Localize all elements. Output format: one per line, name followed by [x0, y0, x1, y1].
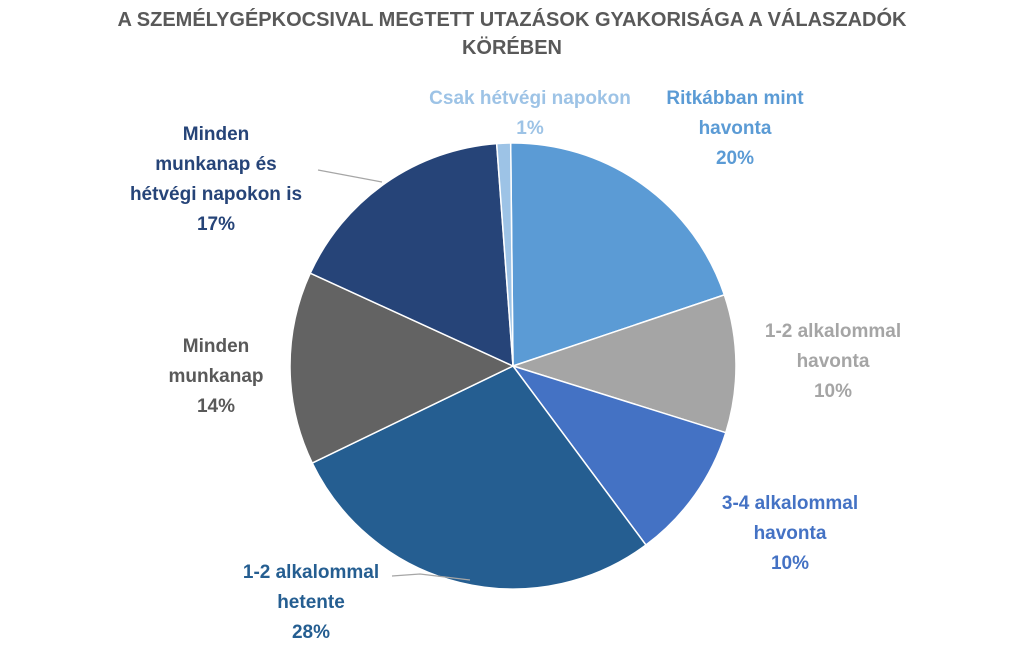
pie-slice: [509, 142, 726, 368]
slice-category-label: Minden: [183, 336, 250, 357]
slice-percent-label: 20%: [716, 148, 754, 169]
slice-percent-label: 14%: [197, 396, 235, 417]
slice-category-label: 3-4 alkalommal: [722, 493, 858, 514]
pie-slice: [289, 272, 515, 465]
slice-percent-label: 17%: [197, 214, 235, 235]
slice-percent-label: 10%: [814, 381, 852, 402]
chart-title-line-1: A SZEMÉLYGÉPKOCSIVAL MEGTETT UTAZÁSOK GY…: [117, 9, 907, 31]
leader-line: [317, 169, 383, 183]
pie-slice: [311, 365, 648, 590]
chart-title-line-2: KÖRÉBEN: [461, 37, 562, 59]
slice-percent-label: 1%: [516, 118, 544, 139]
slice-category-label: 1-2 alkalommal: [243, 562, 379, 583]
slice-category-label: munkanap: [168, 366, 263, 387]
slice-category-label: hétvégi napokon is: [130, 184, 302, 205]
slice-category-label: 1-2 alkalommal: [765, 321, 901, 342]
slice-percent-label: 10%: [771, 553, 809, 574]
slice-category-label: havonta: [797, 351, 870, 372]
pie-slice: [309, 142, 514, 368]
chart-title: A SZEMÉLYGÉPKOCSIVAL MEGTETT UTAZÁSOK GY…: [0, 6, 1024, 62]
leader-line: [391, 573, 471, 581]
pie-slice: [510, 293, 737, 434]
pie-slice: [495, 142, 514, 367]
slice-category-label: hetente: [277, 592, 345, 613]
slice-category-label: Minden: [183, 124, 250, 145]
pie-slice: [511, 364, 727, 547]
slice-percent-label: 28%: [292, 622, 330, 643]
slice-category-label: havonta: [699, 118, 772, 139]
slice-category-label: munkanap és: [155, 154, 276, 175]
slice-category-label: Ritkábban mint: [666, 88, 804, 109]
slice-category-label: havonta: [754, 523, 827, 544]
slice-category-label: Csak hétvégi napokon: [429, 88, 631, 109]
